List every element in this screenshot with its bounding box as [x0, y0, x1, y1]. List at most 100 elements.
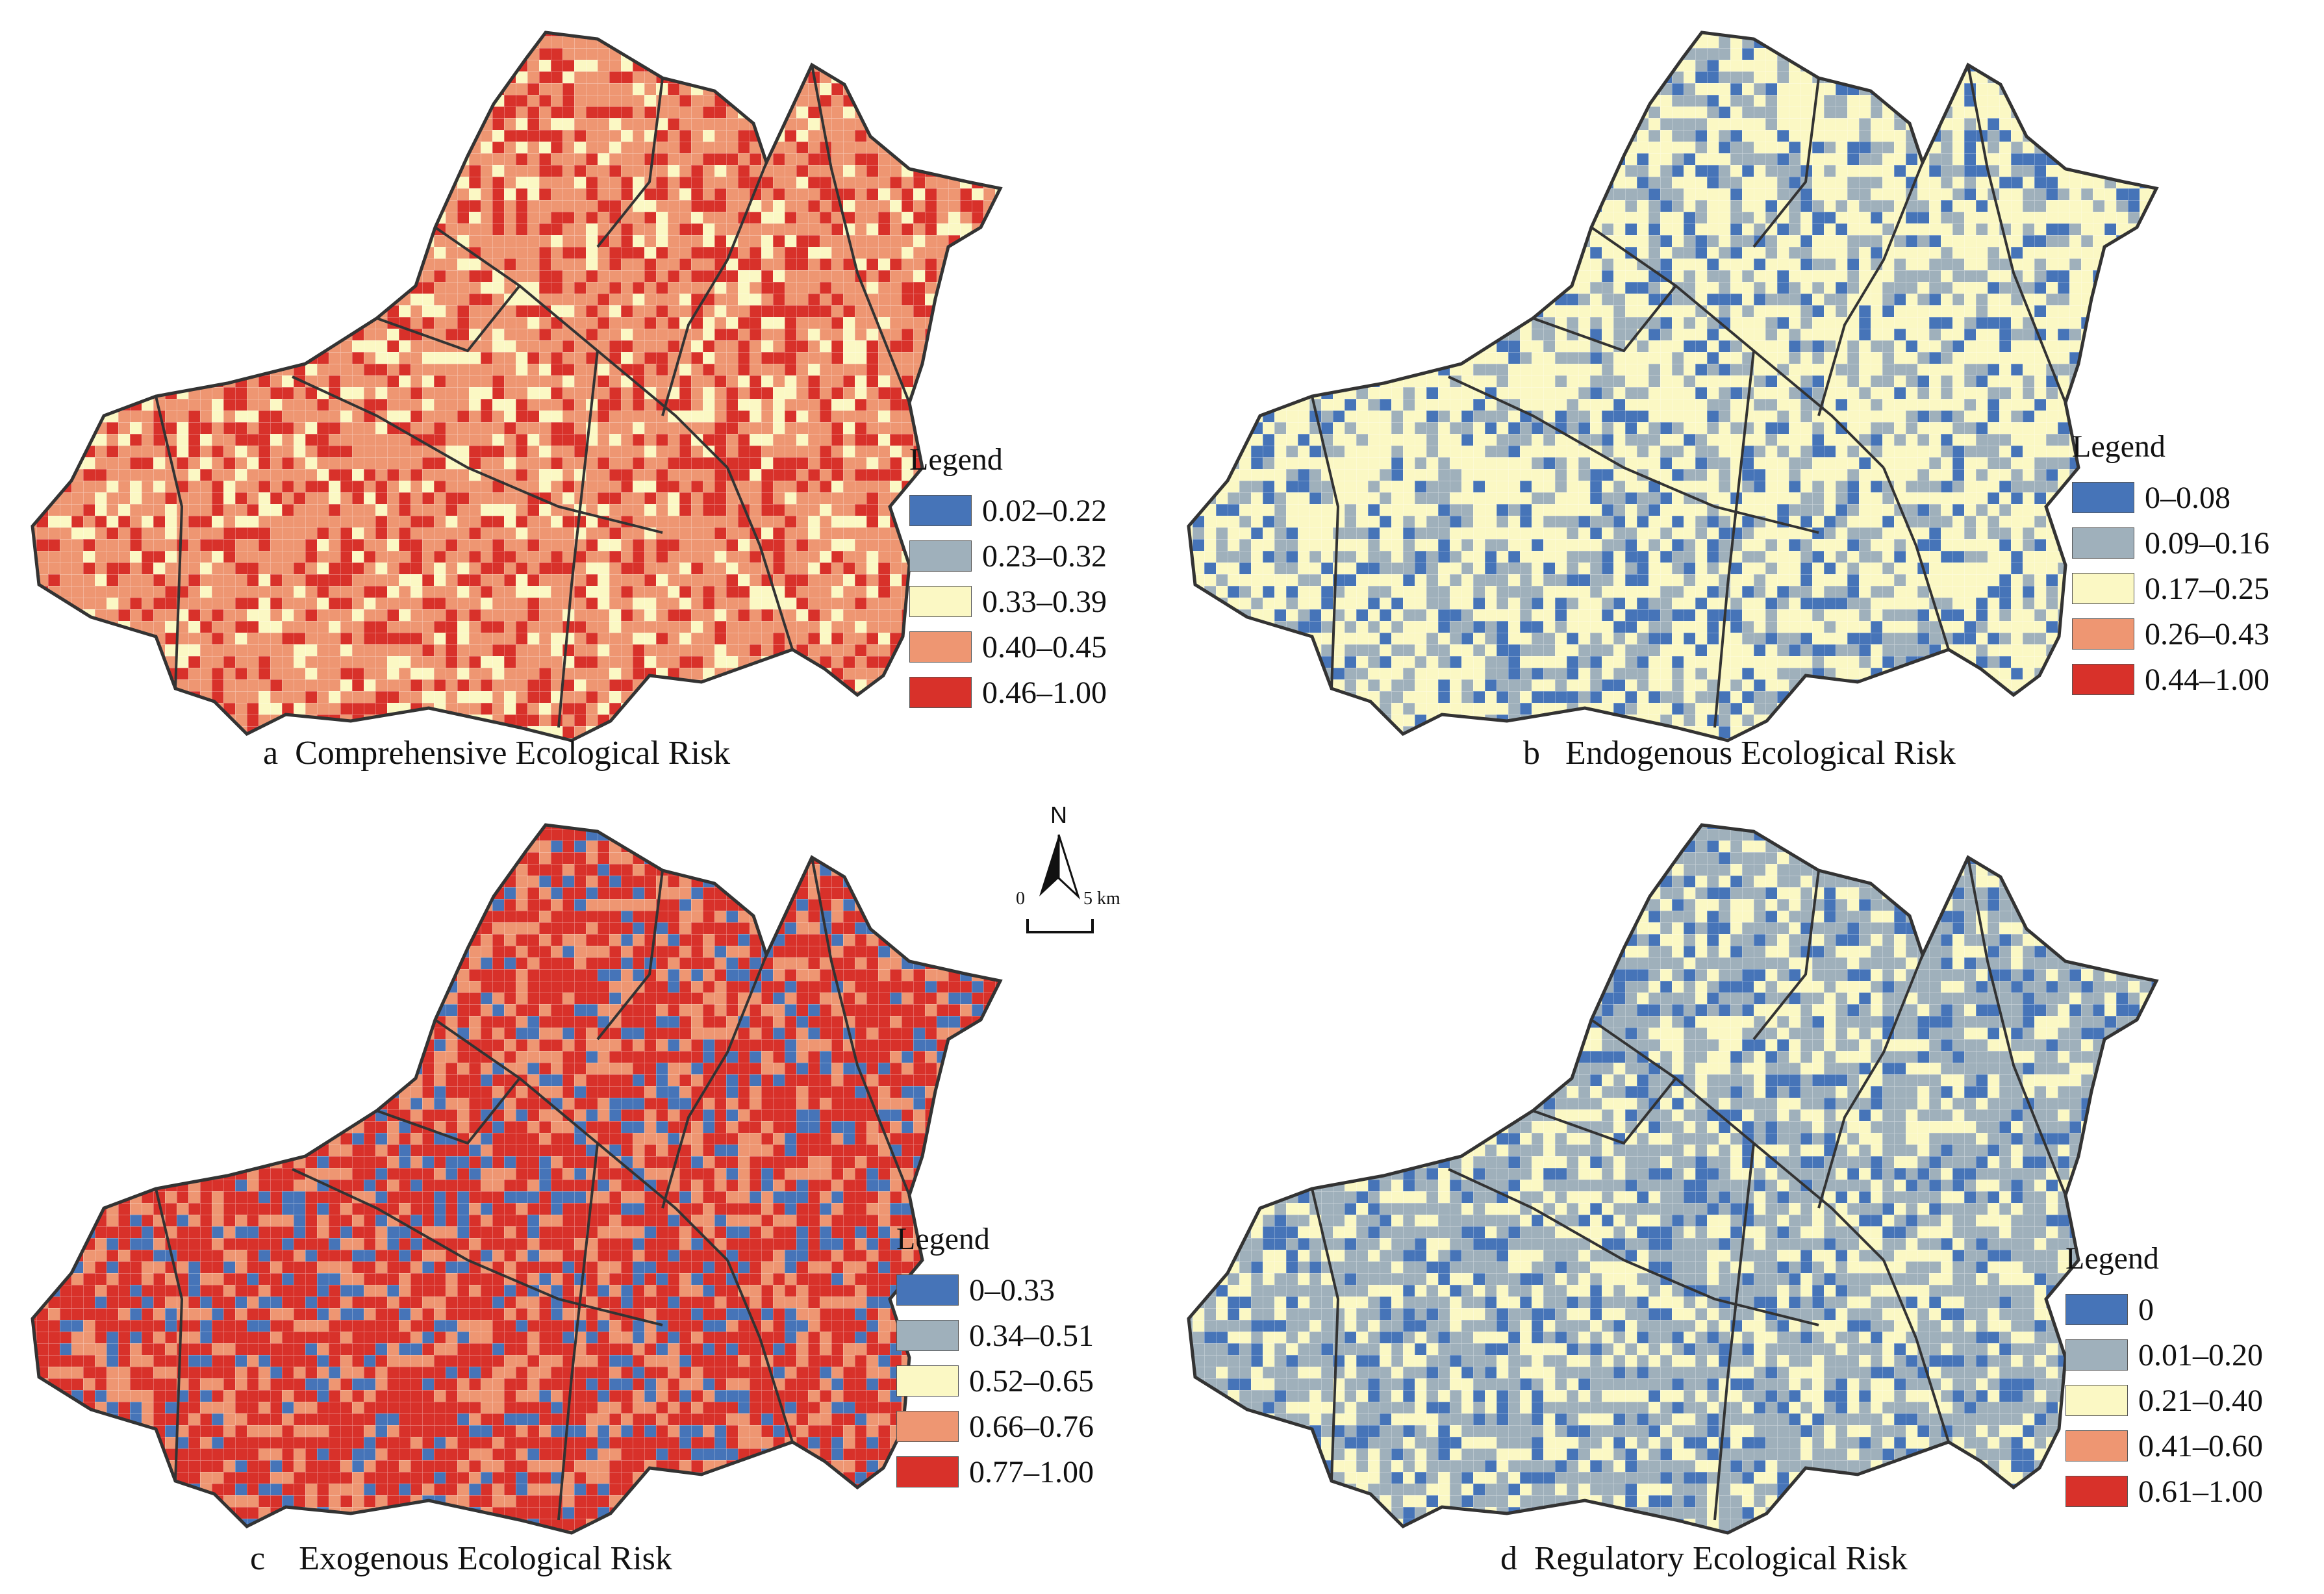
caption-title: Regulatory Ecological Risk	[1534, 1540, 1908, 1577]
legend-label: 0.52–0.65	[969, 1363, 1094, 1398]
legend-label: 0.61–1.00	[2138, 1474, 2263, 1509]
caption-a: a Comprehensive Ecological Risk	[263, 734, 730, 772]
caption-letter: c	[250, 1540, 266, 1577]
legend-item: 0.01–0.20	[2065, 1332, 2263, 1378]
legend-item: 0	[2065, 1287, 2263, 1332]
legend-label: 0–0.33	[969, 1272, 1055, 1308]
north-arrow-icon	[1026, 834, 1094, 933]
district-boundary	[811, 64, 911, 403]
district-boundary	[1967, 64, 2067, 403]
district-boundary	[1448, 375, 1819, 534]
legend-swatch	[2072, 573, 2134, 604]
district-boundary	[811, 857, 911, 1196]
legend-label: 0.17–0.25	[2145, 571, 2269, 606]
north-letter: N	[1050, 802, 1067, 828]
district-boundary	[596, 77, 664, 248]
legend-item: 0–0.33	[896, 1267, 1094, 1313]
district-boundary	[1448, 1168, 1819, 1326]
legend-label: 0–0.08	[2145, 480, 2230, 515]
legend-label: 0.21–0.40	[2138, 1383, 2263, 1418]
caption-title: Comprehensive Ecological Risk	[295, 735, 731, 772]
legend-item: 0.52–0.65	[896, 1358, 1094, 1404]
district-boundary	[726, 467, 794, 650]
legend-a: Legend 0.02–0.22 0.23–0.32 0.33–0.39 0.4…	[909, 442, 1107, 715]
legend-label: 0.01–0.20	[2138, 1337, 2263, 1373]
district-boundary	[1311, 1188, 1340, 1482]
legend-item: 0.77–1.00	[896, 1449, 1094, 1495]
district-boundary	[1967, 857, 2067, 1196]
district-boundary	[596, 870, 664, 1041]
legend-swatch	[909, 495, 972, 526]
legend-item: 0.41–0.60	[2065, 1423, 2263, 1469]
district-boundary	[557, 350, 599, 728]
legend-swatch	[896, 1274, 959, 1306]
legend-item: 0.21–0.40	[2065, 1378, 2263, 1423]
district-boundary	[1752, 870, 1820, 1041]
legend-label: 0.02–0.22	[982, 493, 1107, 528]
district-boundary	[1532, 285, 1677, 353]
district-boundary	[661, 162, 768, 416]
district-boundary	[1752, 77, 1820, 248]
legend-label: 0	[2138, 1292, 2154, 1327]
district-boundary	[155, 396, 184, 689]
district-boundary	[1882, 467, 1950, 650]
legend-swatch	[909, 586, 972, 617]
district-boundary	[155, 1188, 184, 1482]
caption-d: d Regulatory Ecological Risk	[1500, 1539, 1908, 1578]
district-boundary	[1713, 1143, 1755, 1521]
legend-swatch	[909, 631, 972, 663]
legend-title: Legend	[909, 442, 1003, 477]
scale-start: 0	[1016, 889, 1025, 909]
legend-label: 0.34–0.51	[969, 1318, 1094, 1353]
legend-label: 0.66–0.76	[969, 1409, 1094, 1444]
legend-title: Legend	[2065, 1241, 2159, 1276]
legend-item: 0.17–0.25	[2072, 566, 2269, 611]
legend-item: 0–0.08	[2072, 475, 2269, 520]
caption-c: c Exogenous Ecological Risk	[250, 1539, 672, 1578]
legend-swatch	[2072, 664, 2134, 695]
legend-label: 0.44–1.00	[2145, 662, 2269, 697]
legend-label: 0.23–0.32	[982, 538, 1107, 574]
legend-item: 0.26–0.43	[2072, 611, 2269, 657]
legend-swatch	[896, 1365, 959, 1397]
legend-swatch	[2065, 1294, 2128, 1325]
legend-swatch	[2072, 482, 2134, 513]
legend-swatch	[909, 540, 972, 572]
north-arrow: N 0 5 km	[1013, 802, 1143, 935]
district-boundary	[1882, 1259, 1950, 1443]
legend-item: 0.66–0.76	[896, 1404, 1094, 1449]
legend-d: Legend 0 0.01–0.20 0.21–0.40 0.41–0.60 0…	[2065, 1241, 2263, 1514]
legend-label: 0.33–0.39	[982, 584, 1107, 619]
legend-label: 0.09–0.16	[2145, 525, 2269, 561]
district-boundary	[1311, 396, 1340, 689]
district-boundary	[726, 1259, 794, 1443]
legend-label: 0.46–1.00	[982, 675, 1107, 710]
legend-item: 0.40–0.45	[909, 624, 1107, 670]
legend-label: 0.77–1.00	[969, 1454, 1094, 1489]
legend-title: Legend	[2072, 429, 2166, 464]
district-boundary	[376, 1077, 521, 1145]
district-boundary	[292, 375, 663, 534]
district-boundary	[557, 1143, 599, 1521]
legend-b: Legend 0–0.08 0.09–0.16 0.17–0.25 0.26–0…	[2072, 429, 2269, 702]
district-boundary	[1713, 350, 1755, 728]
legend-item: 0.09–0.16	[2072, 520, 2269, 566]
scale-end: 5 km	[1083, 889, 1120, 909]
legend-swatch	[2065, 1476, 2128, 1507]
legend-label: 0.26–0.43	[2145, 616, 2269, 652]
legend-c: Legend 0–0.33 0.34–0.51 0.52–0.65 0.66–0…	[896, 1221, 1094, 1495]
legend-item: 0.34–0.51	[896, 1313, 1094, 1358]
legend-swatch	[2072, 618, 2134, 650]
caption-letter: a	[263, 735, 279, 772]
district-boundary	[661, 954, 768, 1209]
caption-title: Endogenous Ecological Risk	[1565, 735, 1956, 772]
legend-title: Legend	[896, 1222, 990, 1256]
legend-swatch	[2065, 1339, 2128, 1371]
legend-swatch	[896, 1456, 959, 1487]
legend-label: 0.40–0.45	[982, 629, 1107, 664]
district-boundary	[376, 285, 521, 353]
legend-item: 0.33–0.39	[909, 579, 1107, 624]
caption-b: b Endogenous Ecological Risk	[1523, 734, 1956, 772]
caption-letter: d	[1500, 1540, 1517, 1577]
district-boundary	[292, 1168, 663, 1326]
